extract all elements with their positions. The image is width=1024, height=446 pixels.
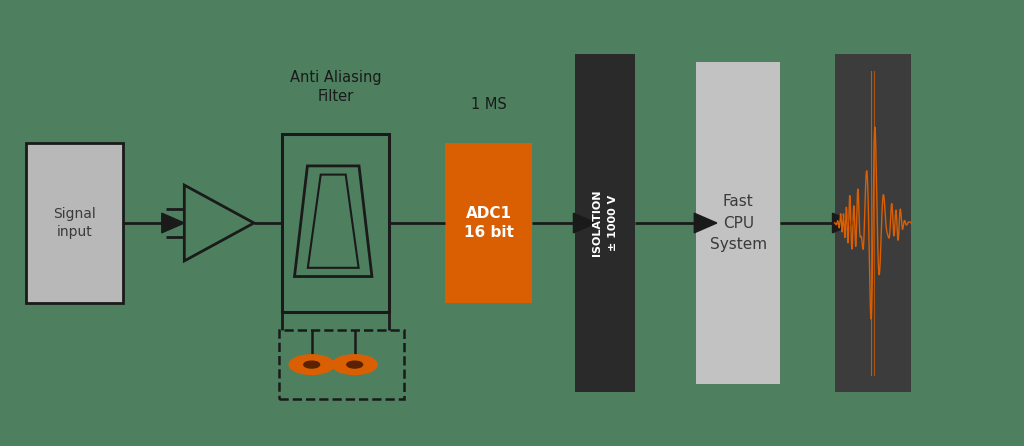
Text: 1 MS: 1 MS [471,97,507,112]
Bar [575,54,635,392]
Text: ADC1
16 bit: ADC1 16 bit [464,206,514,240]
Polygon shape [573,213,596,233]
Bar [696,62,780,384]
Text: Anti Aliasing
Filter: Anti Aliasing Filter [290,70,381,104]
Bar [279,330,404,399]
Polygon shape [162,213,184,233]
Polygon shape [833,213,855,233]
Circle shape [304,361,319,368]
Circle shape [332,355,377,375]
Circle shape [289,355,334,375]
Circle shape [347,361,362,368]
Bar [835,54,911,392]
Text: Signal
input: Signal input [53,207,95,239]
Bar [282,134,389,312]
Text: ISOLATION
± 1000 V: ISOLATION ± 1000 V [592,190,618,256]
Text: Fast
CPU
System: Fast CPU System [710,194,767,252]
Bar [445,143,532,303]
Polygon shape [694,213,717,233]
Bar [26,143,123,303]
